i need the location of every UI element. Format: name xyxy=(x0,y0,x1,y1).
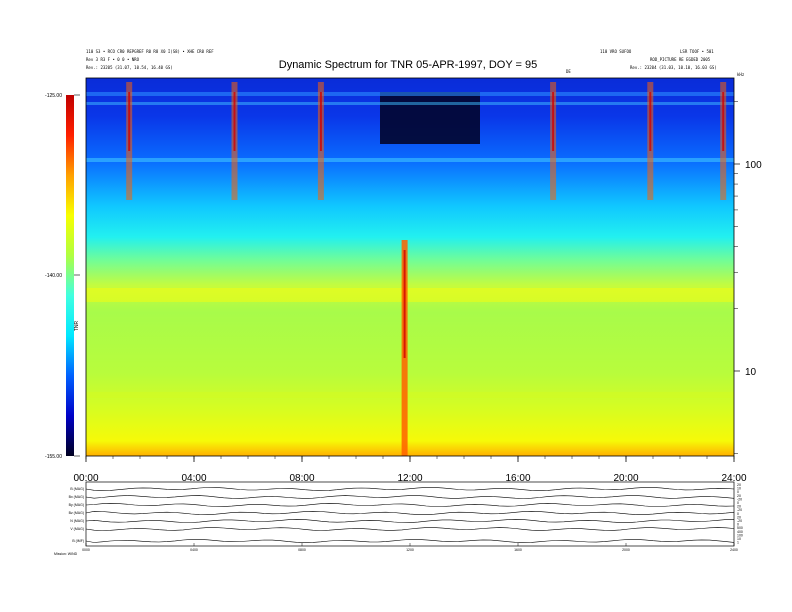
x-tick-label: 24:00 xyxy=(721,473,746,484)
parameter-right-tick: 20 xyxy=(737,483,741,487)
parameter-right-tick: 10 xyxy=(737,487,741,491)
parameter-panels: B (MAG) Bx (MAG) By (MAG) Bz (MAG) N (MAG) V … xyxy=(69,481,743,552)
parameter-right-tick: 100 xyxy=(737,533,743,537)
colorbar-tick-mid: -140.00 xyxy=(45,273,62,279)
parameter-x-tick: 1600 xyxy=(514,548,522,552)
x-tick-label: 16:00 xyxy=(505,473,530,484)
header-right-line4: Rev.: 23204 (31.03, 10.10, 16.03 GS) xyxy=(630,65,717,70)
parameter-trace xyxy=(85,510,735,516)
radio-burst-core xyxy=(552,92,555,151)
radio-burst-core xyxy=(722,92,725,151)
parameter-label: By (MAG) xyxy=(69,503,84,507)
band-stripe-3 xyxy=(86,158,734,162)
chart-title: Dynamic Spectrum for TNR 05-APR-1997, DO… xyxy=(279,59,538,71)
parameter-x-tick: 2000 xyxy=(622,548,630,552)
y-right-tick-10: 10 xyxy=(745,367,757,378)
parameter-x-tick: 0400 xyxy=(190,548,198,552)
radio-burst-core xyxy=(319,92,322,151)
header-marker-label: DE xyxy=(566,69,571,74)
parameter-label: Bz (MAG) xyxy=(69,511,84,515)
parameter-label: B (IMF) xyxy=(72,539,84,543)
colorbar-tick-top: -125.00 xyxy=(45,93,62,99)
x-tick-label: 20:00 xyxy=(613,473,638,484)
x-tick-label: 08:00 xyxy=(289,473,314,484)
band-stripe-1 xyxy=(86,92,734,96)
radio-burst-core xyxy=(233,92,236,151)
header-left-line3: Rev.: 23205 (31.07, 10.54, 16.40 GS) xyxy=(86,65,173,70)
parameter-right-tick: 500 xyxy=(737,526,743,530)
colorbar xyxy=(66,95,74,456)
parameter-trace xyxy=(85,495,735,499)
header-right-line3: ROD_PICTURE RE EGDED 2005 xyxy=(650,57,711,62)
header-left-line1: 110 S3 • RCO CR0 REPGREF R0 R8 X0 I(S8) … xyxy=(86,49,214,54)
parameter-right-tick: 0 xyxy=(737,523,739,527)
x-tick-label: 04:00 xyxy=(181,473,206,484)
parameter-right-tick: 0 xyxy=(737,501,739,505)
y-right-unit: kHz xyxy=(737,72,745,77)
spectrogram xyxy=(86,78,734,456)
parameter-x-tick: 2400 xyxy=(730,548,738,552)
header-right-line1: 110 VRO SUFOO xyxy=(600,49,632,54)
parameter-label: Bx (MAG) xyxy=(69,495,84,499)
x-tick-label: 12:00 xyxy=(397,473,422,484)
parameter-right-tick: 10 xyxy=(737,537,741,541)
parameter-right-tick: 0 xyxy=(737,490,739,494)
parameter-trace xyxy=(85,539,735,544)
radio-burst-core xyxy=(649,92,652,151)
colorbar-tick-bottom: -155.00 xyxy=(45,454,62,460)
parameter-trace xyxy=(85,487,735,492)
header-right-line2: LSR TOOF • 501 xyxy=(680,49,714,54)
parameter-right-tick: 400 xyxy=(737,530,743,534)
parameter-right-tick: -20 xyxy=(737,508,742,512)
parameter-right-tick: -20 xyxy=(737,497,742,501)
parameter-right-tick: 20 xyxy=(737,505,741,509)
parameter-right-tick: 0 xyxy=(737,512,739,516)
y-right-tick-100: 100 xyxy=(745,160,762,171)
parameter-x-tick: 0000 xyxy=(82,548,90,552)
parameter-trace xyxy=(85,519,735,523)
footer-label: Mission: WIND xyxy=(54,552,78,556)
parameter-right-tick: -20 xyxy=(737,519,742,523)
parameter-right-tick: 20 xyxy=(737,515,741,519)
band-stripe-4 xyxy=(86,288,734,302)
quiet-region xyxy=(380,92,480,144)
parameter-label: N (MAG) xyxy=(70,519,84,523)
x-axis xyxy=(85,456,735,462)
parameter-right-tick: 20 xyxy=(737,494,741,498)
x-tick-label: 00:00 xyxy=(73,473,98,484)
radio-burst-core xyxy=(403,250,406,358)
band-stripe-5 xyxy=(86,392,734,398)
parameter-x-tick: 1200 xyxy=(406,548,414,552)
parameter-x-tick: 0800 xyxy=(298,548,306,552)
parameter-trace xyxy=(85,503,735,507)
radio-burst-core xyxy=(128,92,131,151)
header-left-line2: Rev 3 R3 F • 0 0 • NRO xyxy=(86,57,140,62)
colorbar-label: TNR xyxy=(74,320,80,331)
parameter-label: B (MAG) xyxy=(70,487,84,491)
parameter-right-tick: 1 xyxy=(737,541,739,545)
parameter-trace xyxy=(85,527,735,531)
band-stripe-2 xyxy=(86,102,734,105)
parameter-label: V (MAG) xyxy=(70,527,84,531)
